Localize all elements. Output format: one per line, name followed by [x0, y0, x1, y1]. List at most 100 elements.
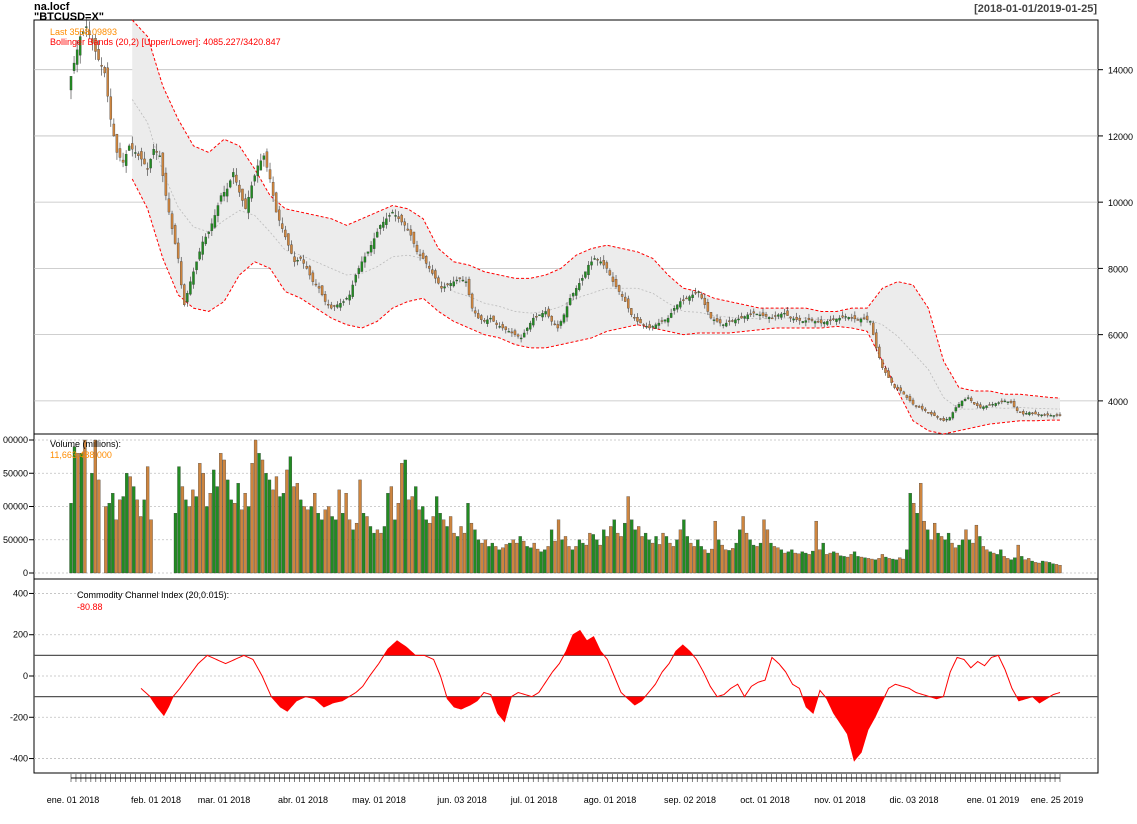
volume-bar	[414, 486, 418, 574]
candle-body	[868, 321, 872, 323]
candle-body	[942, 418, 945, 421]
volume-bar	[584, 544, 589, 574]
volume-bar	[180, 486, 185, 574]
candle-body	[326, 304, 330, 306]
volume-bar	[654, 536, 658, 574]
candle-body	[308, 266, 312, 276]
candle-body	[1006, 401, 1010, 403]
volume-bar	[974, 524, 979, 574]
volume-bar	[1023, 559, 1027, 574]
candle-body	[783, 312, 786, 315]
candle-body	[161, 152, 165, 176]
candle-body	[535, 316, 538, 318]
candle-body	[617, 285, 621, 292]
candle-body	[1037, 413, 1040, 416]
volume-bar	[877, 558, 881, 574]
candle-body	[532, 317, 535, 326]
volume-bar	[347, 519, 352, 574]
chart-title-line1: na.locf	[34, 1, 70, 13]
volume-bar	[880, 554, 885, 574]
candle-body	[244, 198, 247, 209]
volume-bar	[577, 539, 582, 574]
candle-body	[786, 310, 789, 316]
candle-body	[391, 211, 394, 214]
candle-body	[749, 313, 752, 315]
volume-bar	[368, 526, 373, 574]
volume-bar	[285, 469, 289, 574]
volume-bar	[675, 539, 679, 574]
candle-body	[957, 404, 961, 408]
volume-bar	[260, 459, 265, 574]
candle-body	[908, 396, 912, 402]
volume-bar	[421, 506, 425, 574]
candle-body	[642, 324, 645, 326]
candle-body	[997, 402, 1000, 404]
candle-body	[253, 175, 256, 182]
candle-body	[109, 96, 113, 120]
candle-body	[78, 36, 82, 56]
volume-bar	[139, 516, 143, 574]
volume-bar	[1040, 560, 1045, 574]
candle-body	[406, 228, 410, 231]
volume-bar	[992, 552, 996, 574]
volume-bar	[1016, 544, 1020, 574]
volume-bar	[490, 542, 494, 574]
candle-body	[1018, 411, 1022, 413]
candle-body	[311, 272, 315, 282]
candle-body	[709, 312, 713, 319]
candle-body	[106, 67, 109, 97]
volume-bar	[532, 542, 536, 574]
volume-bar	[574, 546, 578, 574]
volume-bar	[1006, 558, 1010, 574]
candle-body	[902, 391, 906, 395]
candle-body	[976, 403, 979, 406]
candle-body	[844, 316, 847, 318]
volume-bar	[912, 503, 916, 574]
candle-body	[712, 319, 716, 321]
volume-bar	[751, 544, 756, 574]
candle-body	[467, 278, 471, 296]
candle-body	[553, 323, 557, 326]
volume-bar	[236, 483, 240, 574]
candle-body	[954, 407, 958, 412]
volume-bar	[731, 548, 735, 574]
candle-body	[461, 279, 465, 282]
volume-bar	[358, 479, 362, 574]
volume-bar	[424, 519, 428, 574]
candle-body	[446, 283, 449, 286]
volume-ytick-label: 50000	[3, 468, 28, 478]
price-ytick-label: 6000	[1108, 331, 1128, 341]
candle-body	[881, 359, 884, 368]
volume-bar	[1030, 560, 1034, 574]
volume-bar	[842, 556, 846, 574]
volume-bar	[894, 559, 898, 574]
candle-body	[134, 152, 137, 154]
volume-bar	[97, 479, 101, 574]
candle-body	[137, 153, 140, 156]
candle-body	[826, 321, 829, 325]
candle-body	[434, 270, 437, 279]
volume-bar	[1058, 565, 1062, 574]
candle-body	[277, 209, 281, 221]
candle-body	[798, 318, 801, 321]
x-tick-label: mar. 01 2018	[198, 795, 251, 805]
candle-body	[198, 251, 201, 260]
candle-body	[721, 324, 725, 326]
x-tick-label: abr. 01 2018	[278, 795, 328, 805]
volume-bar	[790, 549, 794, 574]
volume-bar	[462, 532, 467, 574]
volume-bar	[83, 439, 87, 574]
candle-body	[593, 258, 596, 260]
volume-bar	[407, 499, 411, 574]
volume-bar	[758, 542, 763, 574]
volume-bar	[114, 519, 118, 574]
candle-body	[700, 294, 703, 299]
candle-body	[155, 151, 158, 153]
volume-bar	[476, 539, 481, 574]
volume-bar	[208, 493, 212, 574]
candle-body	[734, 319, 737, 324]
candle-body	[333, 305, 336, 307]
volume-bar	[856, 556, 860, 574]
